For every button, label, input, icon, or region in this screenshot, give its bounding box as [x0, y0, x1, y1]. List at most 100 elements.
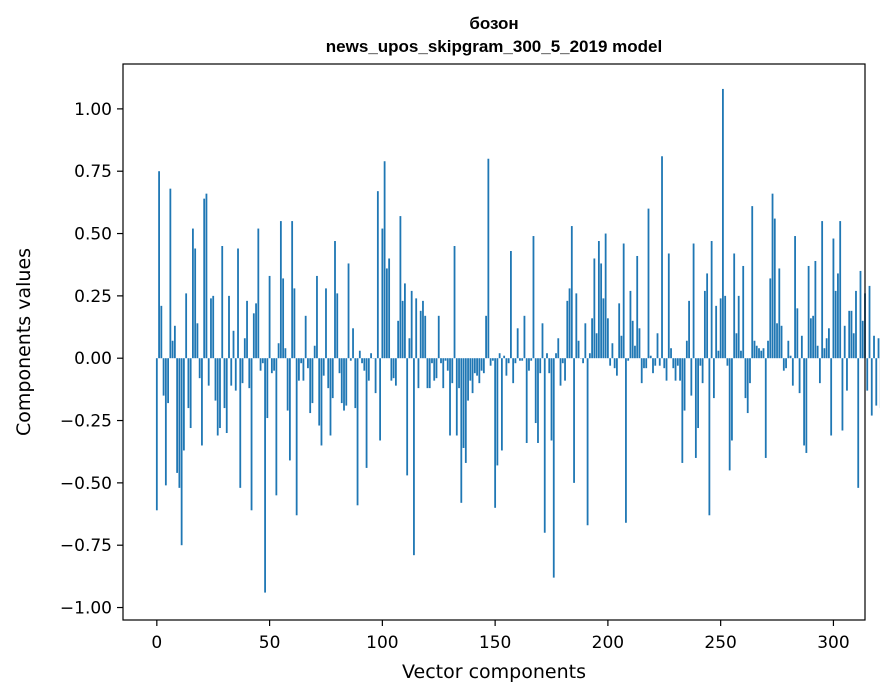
bar	[703, 290, 706, 359]
bar	[388, 258, 391, 359]
bar	[771, 193, 774, 359]
bar	[606, 318, 609, 359]
bar	[764, 358, 767, 458]
bar	[334, 241, 336, 359]
bar	[376, 191, 379, 359]
bar	[742, 265, 745, 359]
bar	[406, 358, 409, 476]
bar	[812, 315, 815, 359]
bars-group	[155, 88, 880, 593]
bar	[453, 246, 456, 359]
bar	[516, 328, 519, 359]
bar	[602, 298, 605, 359]
bar	[318, 358, 321, 426]
bar	[397, 320, 400, 359]
bar	[807, 265, 810, 359]
bar	[728, 358, 731, 471]
bar	[431, 358, 433, 364]
bar	[491, 358, 494, 361]
chart-title-line1: бозон	[469, 14, 518, 33]
chart-title-line2: news_upos_skipgram_300_5_2019 model	[326, 37, 662, 56]
bar	[449, 358, 451, 436]
bar	[521, 358, 524, 361]
x-tick-label: 200	[592, 633, 624, 653]
bar	[584, 323, 587, 359]
bar	[548, 358, 551, 374]
bar	[394, 358, 397, 386]
bar	[582, 358, 584, 364]
bar	[681, 358, 684, 463]
bar	[647, 208, 650, 359]
bar	[525, 358, 528, 443]
bar	[210, 298, 212, 359]
bar	[345, 358, 348, 406]
bar	[302, 358, 305, 381]
bar	[846, 358, 848, 391]
bar	[710, 241, 713, 359]
bar	[609, 358, 612, 366]
bar	[370, 353, 372, 359]
bar	[575, 293, 578, 359]
bar	[309, 358, 312, 414]
bar	[785, 358, 787, 369]
bar	[496, 358, 499, 466]
bar	[873, 335, 875, 359]
y-tick-label: 0.50	[74, 225, 112, 245]
bar	[446, 358, 449, 371]
bar	[809, 318, 812, 359]
bar	[805, 358, 808, 453]
bar	[356, 358, 359, 506]
bar	[246, 300, 248, 359]
bar	[753, 340, 756, 359]
y-tick-label: 0.75	[74, 162, 112, 182]
bar	[428, 358, 431, 389]
bar	[672, 358, 675, 369]
bar	[543, 358, 546, 533]
bar	[192, 228, 194, 359]
x-axis: 0 50 100 150 200 250 300	[151, 620, 850, 653]
bar	[625, 358, 627, 523]
bar	[818, 358, 821, 384]
bar	[622, 243, 625, 359]
bar	[733, 253, 736, 359]
bar	[288, 358, 291, 461]
y-tick-label: −0.25	[60, 412, 112, 432]
bar	[487, 158, 490, 359]
bar	[670, 348, 672, 359]
bar	[171, 340, 174, 359]
bar	[539, 358, 542, 374]
bar	[649, 355, 652, 359]
bar	[852, 333, 855, 359]
bar	[760, 350, 763, 359]
bar	[640, 358, 643, 384]
bar	[559, 358, 562, 386]
bar	[611, 343, 614, 359]
bar	[875, 358, 878, 406]
bar	[331, 358, 334, 399]
bar	[219, 358, 221, 429]
bar	[291, 221, 294, 359]
bar	[715, 305, 718, 359]
bar	[613, 358, 616, 369]
bar	[782, 358, 785, 371]
bar	[336, 293, 339, 359]
bar	[787, 340, 790, 359]
bar	[780, 325, 783, 359]
bar	[552, 358, 555, 578]
bar	[631, 320, 634, 359]
bar	[758, 348, 760, 359]
bar	[832, 238, 835, 359]
bar	[803, 358, 805, 446]
bar	[367, 358, 370, 381]
bar	[182, 358, 185, 451]
bar	[767, 340, 769, 359]
bar	[304, 315, 307, 359]
bar	[201, 358, 203, 446]
bar	[699, 358, 702, 366]
bar	[510, 251, 512, 359]
bar	[658, 358, 661, 366]
bar	[555, 353, 557, 359]
bar	[349, 358, 352, 361]
bar	[530, 358, 533, 361]
bar	[636, 255, 639, 359]
